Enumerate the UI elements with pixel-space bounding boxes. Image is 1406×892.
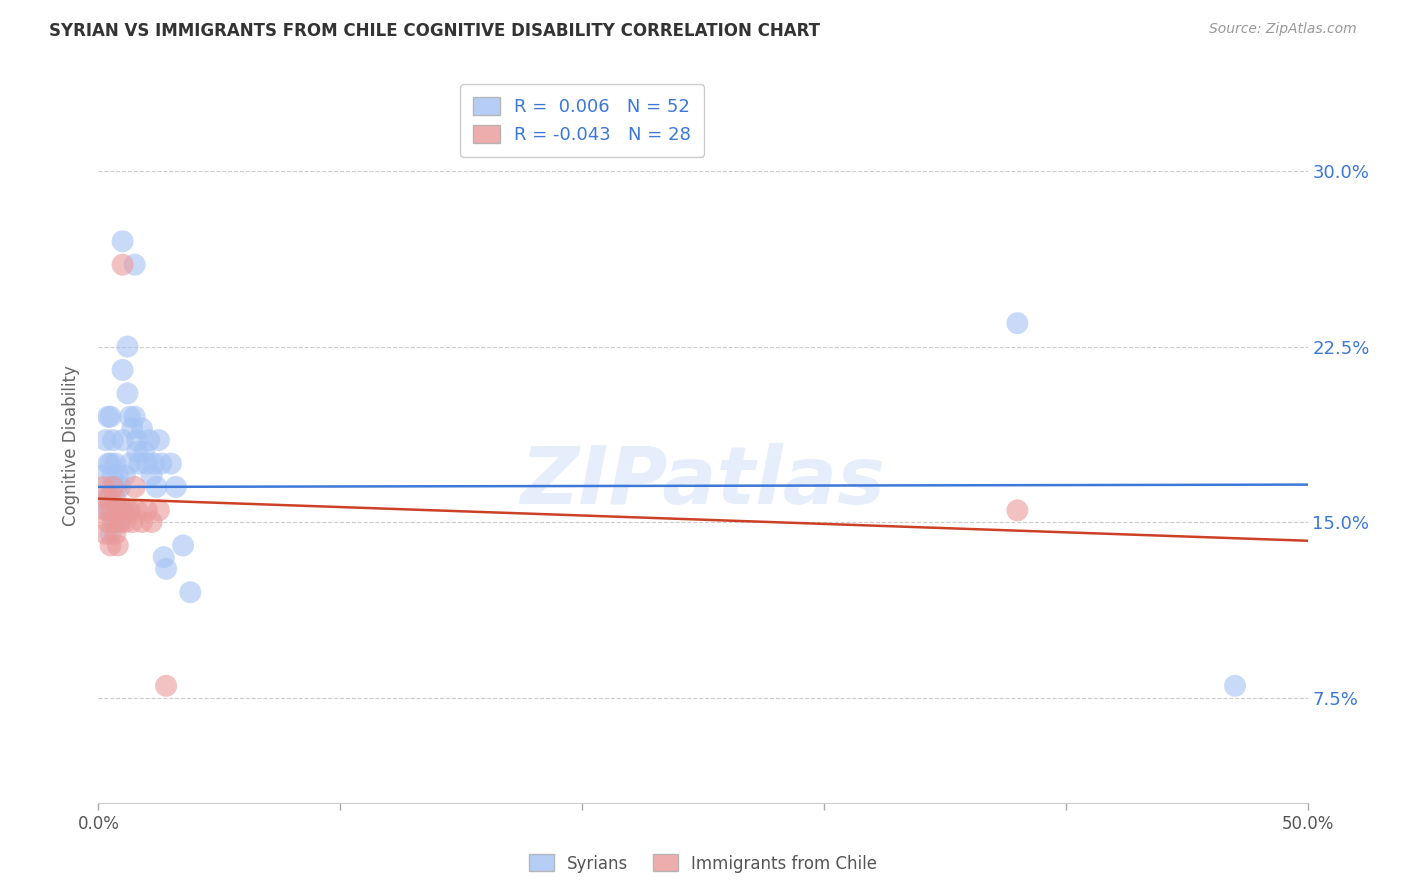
Point bbox=[100, 526, 122, 541]
Point bbox=[100, 409, 122, 424]
Point bbox=[100, 503, 122, 517]
Point bbox=[104, 457, 127, 471]
Point bbox=[131, 421, 153, 435]
Point bbox=[160, 457, 183, 471]
Point bbox=[108, 480, 131, 494]
Point bbox=[101, 468, 124, 483]
Point bbox=[111, 258, 134, 272]
Legend: Syrians, Immigrants from Chile: Syrians, Immigrants from Chile bbox=[522, 847, 884, 880]
Point bbox=[124, 258, 146, 272]
Point bbox=[91, 468, 114, 483]
Point bbox=[1223, 679, 1246, 693]
Point bbox=[145, 480, 167, 494]
Point bbox=[107, 468, 129, 483]
Point bbox=[134, 445, 156, 459]
Point bbox=[150, 457, 173, 471]
Point bbox=[124, 409, 146, 424]
Point bbox=[118, 457, 141, 471]
Point bbox=[117, 386, 139, 401]
Point bbox=[124, 480, 146, 494]
Point bbox=[135, 503, 157, 517]
Point bbox=[114, 468, 136, 483]
Point bbox=[138, 433, 160, 447]
Point bbox=[111, 503, 134, 517]
Point bbox=[165, 480, 187, 494]
Point bbox=[111, 234, 134, 248]
Point bbox=[131, 515, 153, 529]
Point bbox=[107, 503, 129, 517]
Point bbox=[118, 409, 141, 424]
Point bbox=[118, 503, 141, 517]
Point bbox=[127, 433, 149, 447]
Point bbox=[104, 515, 127, 529]
Point bbox=[107, 538, 129, 552]
Point bbox=[117, 340, 139, 354]
Point bbox=[127, 503, 149, 517]
Point bbox=[141, 468, 163, 483]
Point bbox=[172, 538, 194, 552]
Point bbox=[1007, 316, 1029, 330]
Point bbox=[97, 515, 120, 529]
Legend: R =  0.006   N = 52, R = -0.043   N = 28: R = 0.006 N = 52, R = -0.043 N = 28 bbox=[460, 84, 704, 157]
Point bbox=[127, 445, 149, 459]
Point bbox=[104, 480, 127, 494]
Text: SYRIAN VS IMMIGRANTS FROM CHILE COGNITIVE DISABILITY CORRELATION CHART: SYRIAN VS IMMIGRANTS FROM CHILE COGNITIV… bbox=[49, 22, 820, 40]
Point bbox=[94, 526, 117, 541]
Text: ZIPatlas: ZIPatlas bbox=[520, 442, 886, 521]
Point bbox=[152, 550, 174, 565]
Y-axis label: Cognitive Disability: Cognitive Disability bbox=[62, 366, 80, 526]
Point bbox=[107, 503, 129, 517]
Point bbox=[155, 562, 177, 576]
Point bbox=[1007, 503, 1029, 517]
Point bbox=[108, 515, 131, 529]
Point bbox=[104, 526, 127, 541]
Point bbox=[135, 457, 157, 471]
Point bbox=[114, 515, 136, 529]
Point bbox=[101, 433, 124, 447]
Point bbox=[111, 363, 134, 377]
Point bbox=[121, 515, 143, 529]
Point bbox=[179, 585, 201, 599]
Point bbox=[111, 433, 134, 447]
Point bbox=[114, 503, 136, 517]
Point bbox=[101, 480, 124, 494]
Point bbox=[94, 491, 117, 506]
Point bbox=[101, 515, 124, 529]
Point bbox=[97, 457, 120, 471]
Point bbox=[143, 457, 166, 471]
Point bbox=[128, 457, 150, 471]
Point bbox=[97, 503, 120, 517]
Point bbox=[101, 503, 124, 517]
Point bbox=[121, 421, 143, 435]
Point bbox=[94, 433, 117, 447]
Point bbox=[100, 538, 122, 552]
Point bbox=[108, 515, 131, 529]
Point bbox=[94, 503, 117, 517]
Point bbox=[155, 679, 177, 693]
Point bbox=[117, 503, 139, 517]
Point bbox=[141, 515, 163, 529]
Text: Source: ZipAtlas.com: Source: ZipAtlas.com bbox=[1209, 22, 1357, 37]
Point bbox=[100, 457, 122, 471]
Point bbox=[104, 491, 127, 506]
Point bbox=[97, 491, 120, 506]
Point bbox=[100, 491, 122, 506]
Point bbox=[148, 433, 170, 447]
Point bbox=[91, 480, 114, 494]
Point bbox=[97, 409, 120, 424]
Point bbox=[148, 503, 170, 517]
